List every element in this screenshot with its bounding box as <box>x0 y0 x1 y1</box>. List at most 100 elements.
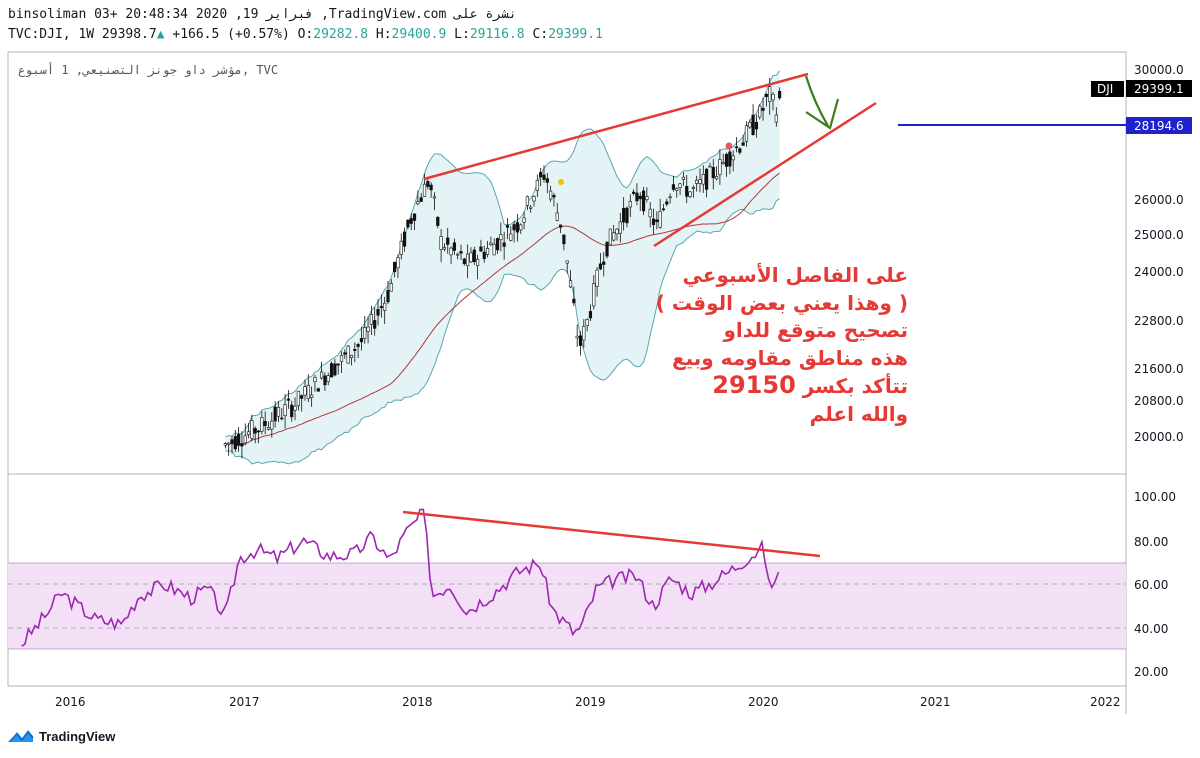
candle-body <box>276 407 281 417</box>
candle-body <box>505 225 510 228</box>
candle-body <box>595 269 599 287</box>
footer-brand: TradingView <box>39 728 116 744</box>
candle-body <box>668 196 672 199</box>
candle-body <box>758 105 762 118</box>
price-tick: 24000.0 <box>1134 265 1184 279</box>
candle-body <box>641 190 646 212</box>
candle-body <box>754 121 759 130</box>
price-tick: 30000.0 <box>1134 63 1184 77</box>
time-tick: 2017 <box>229 695 260 709</box>
candle-body <box>333 363 337 376</box>
candle-body <box>393 261 397 273</box>
price-tick: 22800.0 <box>1134 314 1184 328</box>
candle-body <box>296 390 300 406</box>
ma-line <box>225 172 780 446</box>
candle-body <box>688 191 692 197</box>
chart-title: مؤشر داو جونز التصنيعي, 1 أسبوع, TVC <box>18 62 278 78</box>
candle-body <box>270 420 274 430</box>
candle-body <box>495 238 500 251</box>
header-low: 29116.8 <box>469 27 525 42</box>
candle-body <box>681 176 685 180</box>
candle-body <box>250 420 254 439</box>
candle-body <box>485 248 490 255</box>
candle-body <box>665 201 669 205</box>
marker-dot-red <box>725 142 733 150</box>
candle-body <box>489 242 493 245</box>
candle-body <box>724 154 729 167</box>
candle-body <box>353 348 357 351</box>
candle-body <box>429 184 433 191</box>
candle-body <box>764 94 768 97</box>
candle-body <box>303 386 307 396</box>
candle-body <box>555 212 559 221</box>
price-tick: 20800.0 <box>1134 394 1184 408</box>
candle-body <box>293 405 297 411</box>
candle-body <box>273 406 277 422</box>
annotation-text: على الفاصل الأسبوعي ( وهذا يعني بعض الوق… <box>640 262 908 428</box>
candle-body <box>625 207 629 224</box>
candle-body <box>582 326 586 341</box>
candle-body <box>426 180 430 187</box>
time-tick: 2018 <box>402 695 433 709</box>
candle-body <box>363 327 367 339</box>
candle-body <box>280 417 284 420</box>
candle-body <box>774 114 778 123</box>
candle-body <box>286 398 291 401</box>
candle-body <box>612 232 616 241</box>
candle-body <box>256 430 261 433</box>
candle-body <box>462 258 466 265</box>
candle-body <box>416 201 420 205</box>
candle-body <box>711 166 715 179</box>
candle-body <box>558 224 563 228</box>
candle-body <box>472 249 476 263</box>
candle-body <box>246 431 251 435</box>
candle-body <box>409 218 413 224</box>
rsi-tick: 40.00 <box>1134 622 1168 636</box>
price-axis: 30000.0 26000.0 25000.0 24000.0 22800.0 … <box>1134 63 1184 444</box>
current-price-label: 29399.1 <box>1134 82 1184 96</box>
rsi-tick: 80.00 <box>1134 535 1168 549</box>
candle-body <box>386 289 390 303</box>
header-line-2: TVC:DJI, 1W 29398.7▲ +166.5 (+0.57%) O:2… <box>8 27 603 42</box>
candle-body <box>439 236 443 250</box>
candle-body <box>565 260 569 264</box>
candle-body <box>718 159 722 176</box>
candle-body <box>525 196 529 206</box>
candle-body <box>290 404 294 418</box>
annotation-line-4: هذه مناطق مقاومه وبيع <box>671 345 908 370</box>
candle-body <box>389 283 393 292</box>
candle-body <box>313 377 317 382</box>
candle-body <box>535 179 539 191</box>
candle-body <box>223 443 227 446</box>
header-h-label: H: <box>375 27 392 42</box>
candle-body <box>615 228 619 235</box>
header-high: 29400.9 <box>391 27 447 42</box>
symbol-tag-label: DJI <box>1097 82 1113 96</box>
candle-body <box>306 384 310 399</box>
candle-body <box>529 206 533 209</box>
symbol-tag <box>1091 81 1124 97</box>
candle-body <box>336 363 340 366</box>
candle-body <box>422 183 427 197</box>
candle-body <box>452 242 456 251</box>
candle-body <box>731 155 735 161</box>
candle-body <box>243 435 247 444</box>
current-price-tag <box>1126 80 1192 97</box>
price-tick: 26000.0 <box>1134 193 1184 207</box>
candle-body <box>592 283 596 307</box>
candle-body <box>651 218 656 225</box>
candle-body <box>515 222 520 233</box>
price-tick: 21600.0 <box>1134 362 1184 376</box>
candle-body <box>552 195 556 198</box>
footer: TradingView <box>8 728 115 744</box>
candle-body <box>751 114 755 135</box>
candle-body <box>300 395 304 399</box>
rsi-tick: 20.00 <box>1134 665 1168 679</box>
candle-body <box>655 219 659 223</box>
candle-body <box>588 311 593 319</box>
candle-body <box>542 174 546 180</box>
candle-body <box>562 234 566 245</box>
tradingview-logo-icon <box>8 730 34 743</box>
candle-body <box>705 168 709 190</box>
candle-body <box>578 335 583 346</box>
